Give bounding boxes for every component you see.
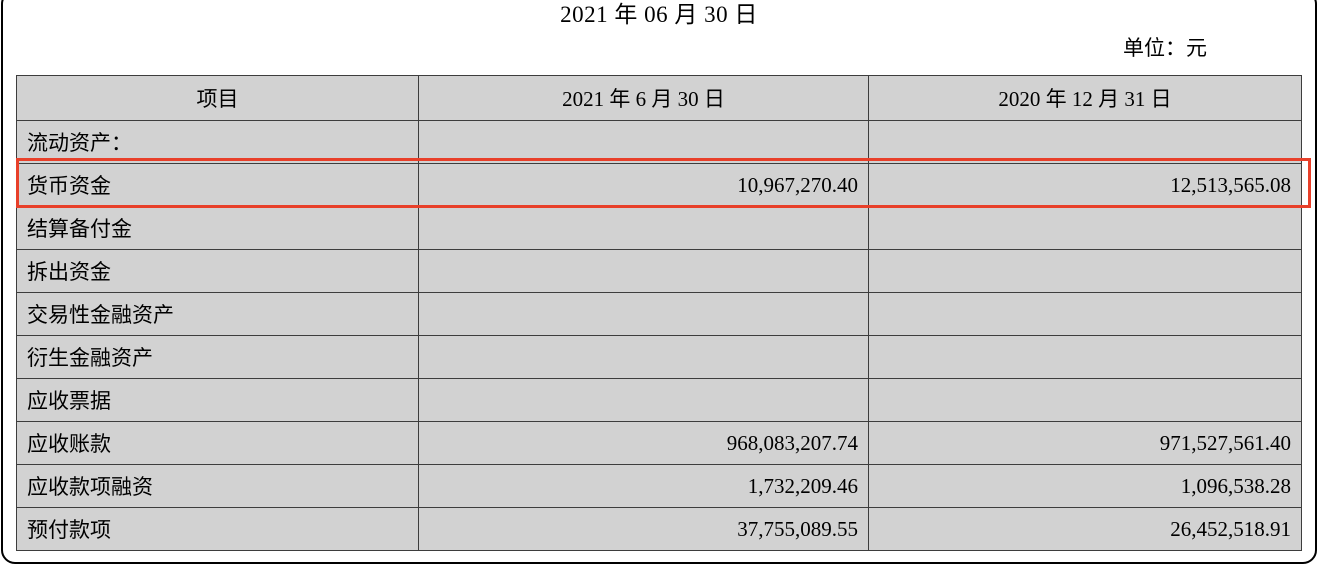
table-row: 流动资产： xyxy=(16,120,1302,164)
row-value-prior-cell xyxy=(868,335,1302,379)
row-value-prior-cell xyxy=(868,249,1302,293)
table-row: 结算备付金 xyxy=(16,206,1302,250)
row-label-cell: 拆出资金 xyxy=(16,249,419,293)
row-label-cell: 预付款项 xyxy=(16,507,419,551)
unit-label: 单位：元 xyxy=(1123,36,1207,60)
table-row: 交易性金融资产 xyxy=(16,292,1302,336)
document-page: 2021 年 06 月 30 日 单位：元 项目 2021 年 6 月 30 日… xyxy=(3,2,1315,556)
balance-sheet-table: 项目 2021 年 6 月 30 日 2020 年 12 月 31 日 流动资产… xyxy=(16,75,1302,551)
row-label-cell: 应收票据 xyxy=(16,378,419,422)
row-value-current-cell: 10,967,270.40 xyxy=(418,163,869,207)
row-value-current-cell xyxy=(418,206,869,250)
table-row: 预付款项 37,755,089.55 26,452,518.91 xyxy=(16,507,1302,551)
row-value-current-cell: 37,755,089.55 xyxy=(418,507,869,551)
row-label-cell: 衍生金融资产 xyxy=(16,335,419,379)
row-label-cell: 应收账款 xyxy=(16,421,419,465)
row-label-cell: 交易性金融资产 xyxy=(16,292,419,336)
row-label-cell: 货币资金 xyxy=(16,163,419,207)
row-label-cell: 流动资产： xyxy=(16,120,419,164)
table-row: 衍生金融资产 xyxy=(16,335,1302,379)
row-value-prior-cell xyxy=(868,292,1302,336)
row-value-prior-cell: 1,096,538.28 xyxy=(868,464,1302,508)
row-value-current-cell xyxy=(418,378,869,422)
table-header-row: 项目 2021 年 6 月 30 日 2020 年 12 月 31 日 xyxy=(16,75,1302,121)
row-value-current-cell xyxy=(418,120,869,164)
row-value-prior-cell: 12,513,565.08 xyxy=(868,163,1302,207)
column-header-period-prior: 2020 年 12 月 31 日 xyxy=(868,75,1302,121)
table-header: 项目 2021 年 6 月 30 日 2020 年 12 月 31 日 xyxy=(16,75,1302,121)
table-row: 拆出资金 xyxy=(16,249,1302,293)
column-header-item: 项目 xyxy=(16,75,419,121)
row-value-prior-cell: 971,527,561.40 xyxy=(868,421,1302,465)
row-value-current-cell xyxy=(418,335,869,379)
column-header-period-current: 2021 年 6 月 30 日 xyxy=(418,75,869,121)
row-label-cell: 结算备付金 xyxy=(16,206,419,250)
row-value-current-cell xyxy=(418,249,869,293)
row-value-current-cell xyxy=(418,292,869,336)
table-row: 应收账款 968,083,207.74 971,527,561.40 xyxy=(16,421,1302,465)
row-value-prior-cell xyxy=(868,206,1302,250)
row-value-current-cell: 968,083,207.74 xyxy=(418,421,869,465)
table-row: 应收票据 xyxy=(16,378,1302,422)
row-value-prior-cell: 26,452,518.91 xyxy=(868,507,1302,551)
row-value-current-cell: 1,732,209.46 xyxy=(418,464,869,508)
row-value-prior-cell xyxy=(868,378,1302,422)
row-label-cell: 应收款项融资 xyxy=(16,464,419,508)
table-row: 货币资金 10,967,270.40 12,513,565.08 xyxy=(16,163,1302,207)
table-row: 应收款项融资 1,732,209.46 1,096,538.28 xyxy=(16,464,1302,508)
table-body: 流动资产： 货币资金 10,967,270.40 12,513,565.08 结算备付金… xyxy=(16,120,1302,551)
page-title: 2021 年 06 月 30 日 xyxy=(560,2,758,27)
row-value-prior-cell xyxy=(868,120,1302,164)
